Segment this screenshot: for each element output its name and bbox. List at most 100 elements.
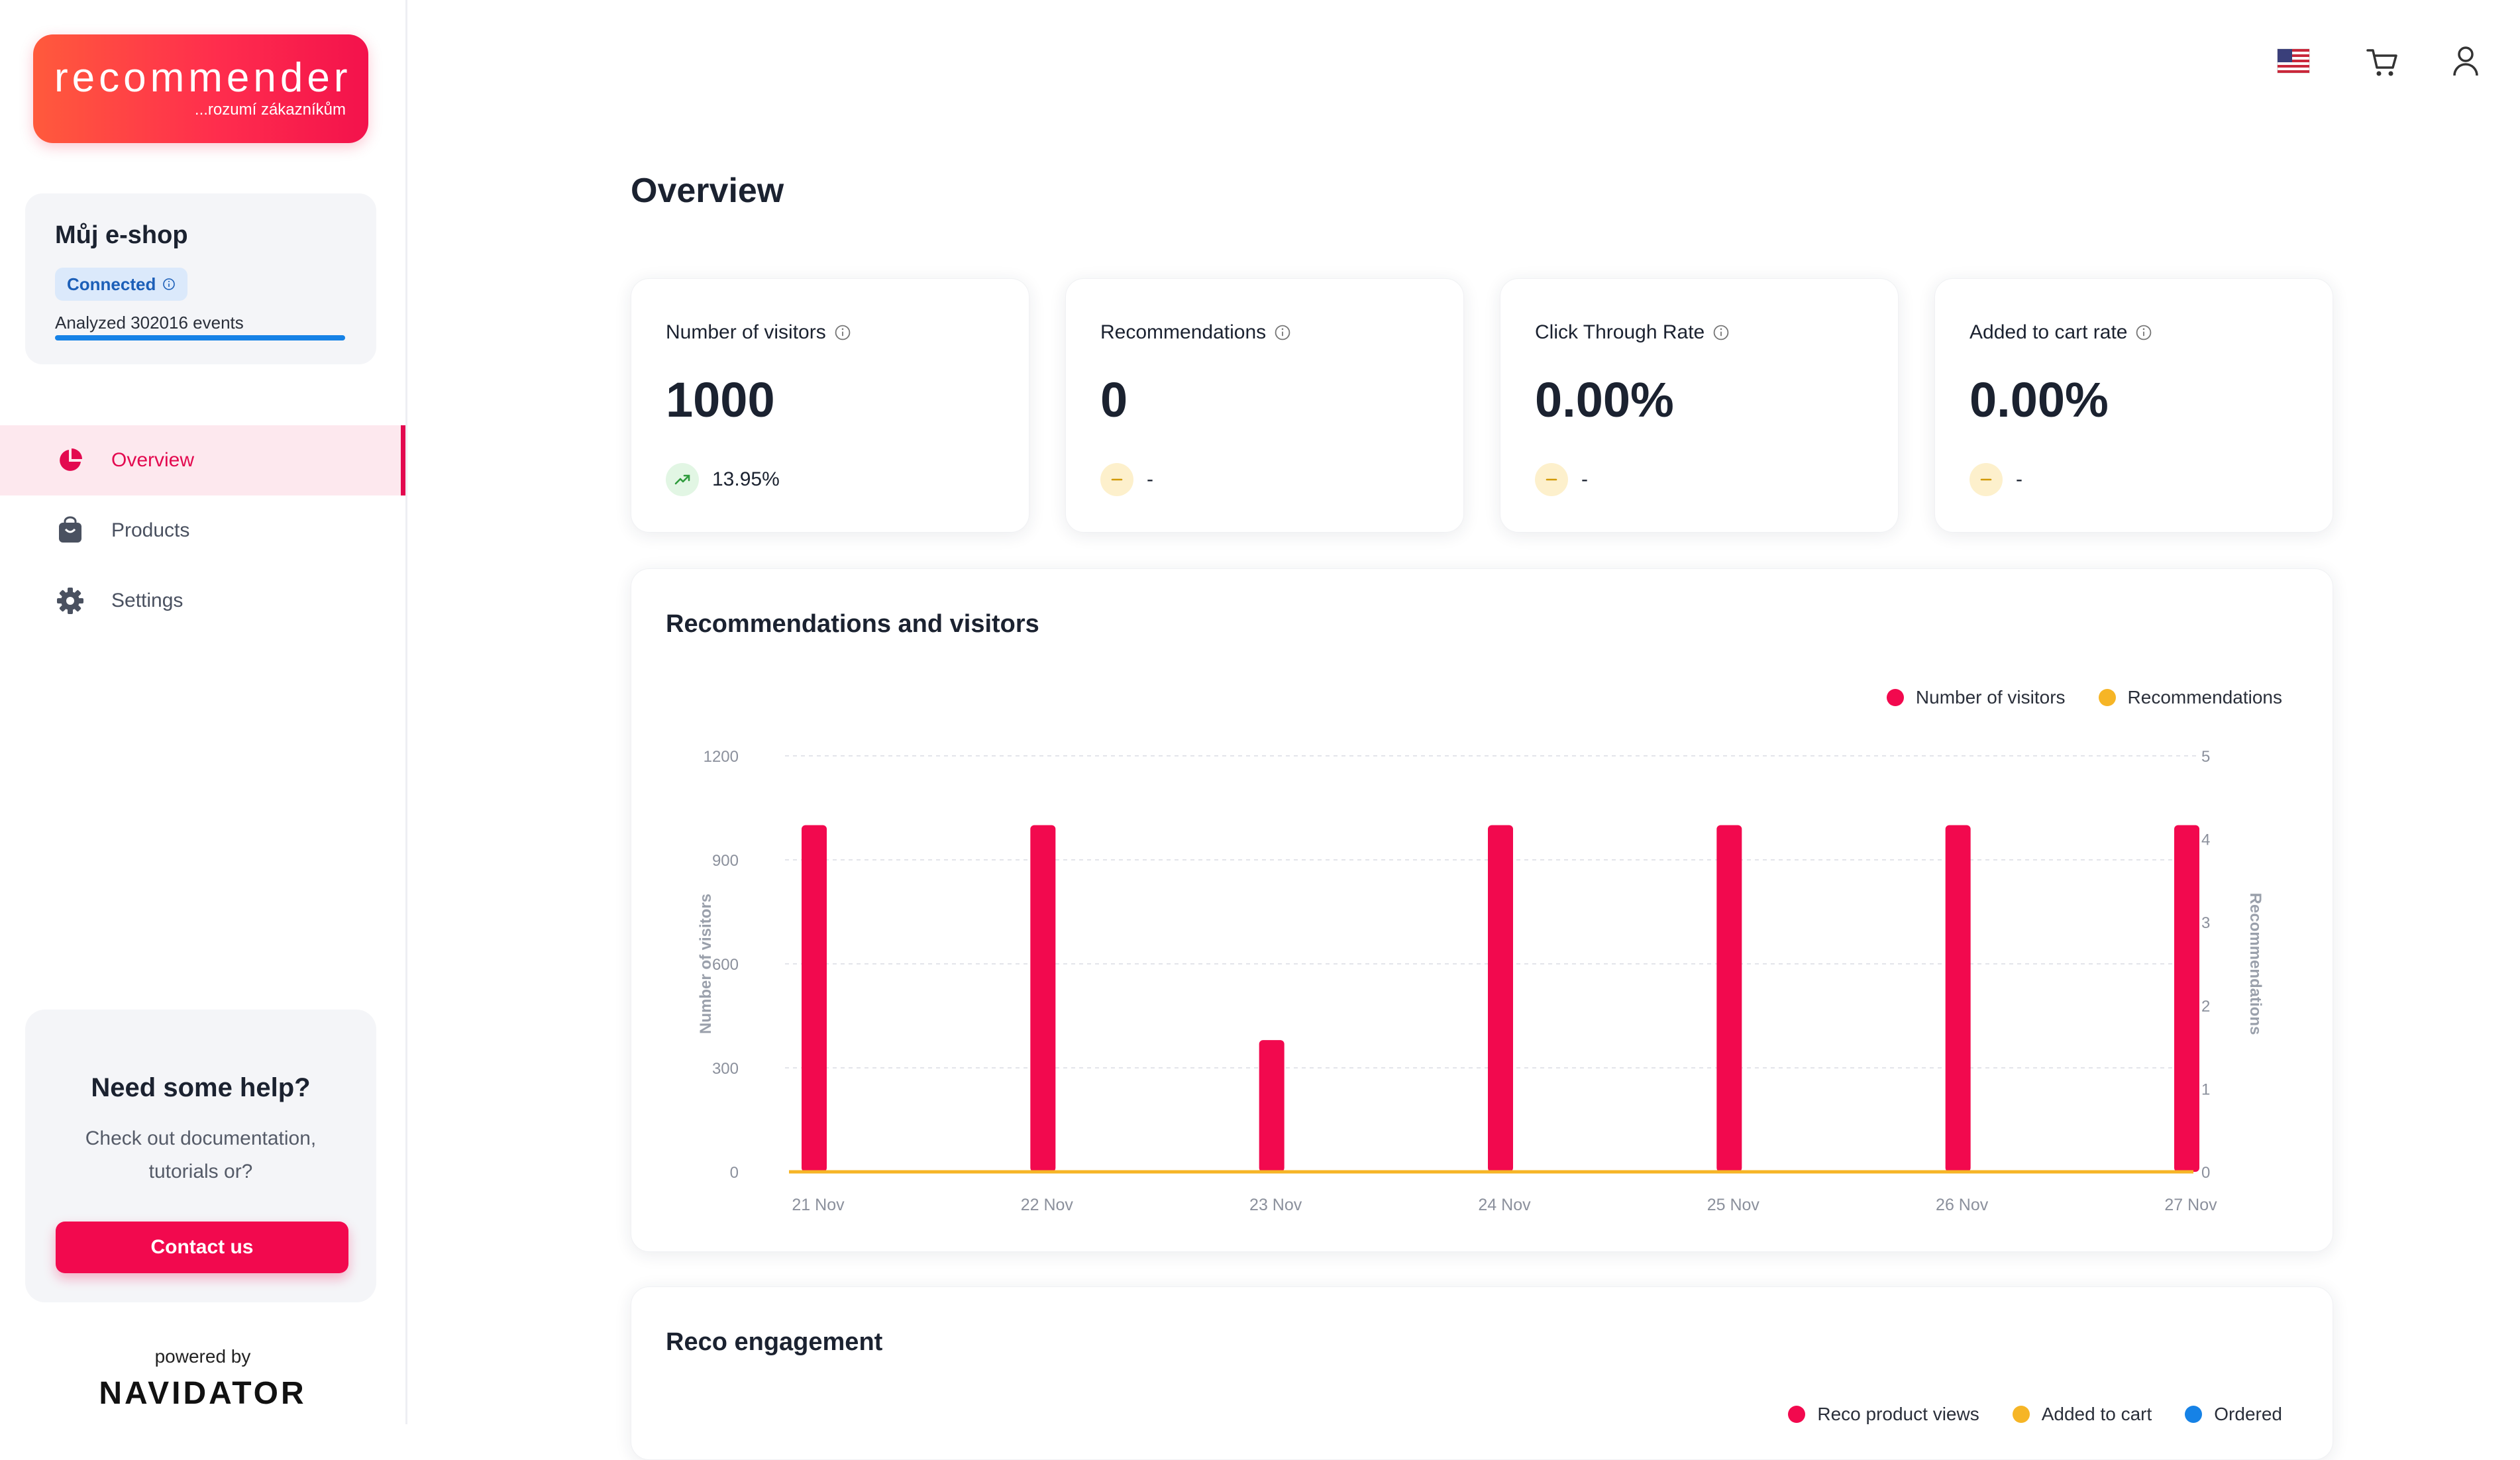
brand-tagline: ...rozumí zákazníkům [194, 101, 346, 119]
trend-neutral-icon [1100, 463, 1133, 496]
chart-plot: 0 300 600 900 1200 0 1 2 3 4 5 Number of visitors Re… [697, 748, 2264, 1214]
x-tick-label: 26 Nov [1936, 1196, 1989, 1214]
sidebar-item-label: Overview [111, 449, 195, 471]
x-tick-label: 21 Nov [792, 1196, 845, 1214]
bar-visitors [1945, 825, 1971, 1172]
pie-chart-icon [60, 448, 82, 471]
user-icon[interactable] [2448, 44, 2483, 78]
y2-tick-label: 3 [2201, 914, 2210, 932]
y-tick-label: 300 [712, 1060, 739, 1078]
legend-item-added-to-cart[interactable]: Added to cart [2012, 1404, 2152, 1425]
legend-item-visitors[interactable]: Number of visitors [1886, 687, 2066, 708]
x-tick-label: 24 Nov [1478, 1196, 1531, 1214]
legend-label: Ordered [2214, 1404, 2282, 1424]
y2-tick-label: 1 [2201, 1080, 2210, 1098]
y-tick-label: 900 [712, 852, 739, 870]
bar-visitors [1716, 825, 1742, 1172]
x-tick-label: 22 Nov [1021, 1196, 1074, 1214]
bar-visitors [2174, 825, 2199, 1172]
y2-axis-label: Recommendations [2246, 893, 2264, 1035]
legend-dot [2098, 689, 2116, 706]
y2-tick-label: 4 [2201, 831, 2210, 849]
legend-label: Number of visitors [1915, 687, 2066, 707]
chart-legend: Reco product views Added to cart Ordered [1788, 1404, 2282, 1425]
sidebar-item-label: Products [111, 519, 190, 541]
kpi-card-visitors: Number of visitors 1000 13.95% [631, 278, 1029, 533]
sidebar-item-label: Settings [111, 590, 184, 611]
legend-dot [1788, 1406, 1806, 1423]
bag-icon [59, 516, 81, 543]
info-icon[interactable] [1274, 324, 1291, 341]
sidebar: recommender ...rozumí zákazníkům Můj e-s… [0, 0, 407, 1424]
kpi-value: 0.00% [1969, 372, 2109, 427]
chart-title: Reco engagement [666, 1328, 883, 1356]
chart-title: Recommendations and visitors [666, 610, 1039, 638]
y2-tick-label: 5 [2201, 748, 2210, 766]
kpi-card-ctr: Click Through Rate 0.00% - [1500, 278, 1899, 533]
contact-us-button[interactable]: Contact us [56, 1222, 348, 1273]
legend-dot [2012, 1406, 2030, 1423]
info-icon[interactable] [2135, 324, 2152, 341]
kpi-delta: - [2016, 468, 2022, 490]
status-badge: Connected [55, 268, 188, 301]
kpi-title: Recommendations [1100, 321, 1267, 343]
trend-neutral-icon [1969, 463, 2003, 496]
kpi-delta: - [1581, 468, 1588, 490]
trend-neutral-icon [1535, 463, 1568, 496]
chart-card-recommendations-visitors: Recommendations and visitors Number of v… [631, 568, 2333, 1252]
info-icon[interactable] [1712, 324, 1730, 341]
bar-visitors [1259, 1040, 1285, 1172]
y-axis-label: Number of visitors [697, 894, 715, 1034]
kpi-card-recommendations: Recommendations 0 - [1065, 278, 1464, 533]
info-icon[interactable] [834, 324, 851, 341]
y-tick-label: 600 [712, 956, 739, 974]
y-tick-label: 1200 [704, 748, 739, 766]
legend-dot [1886, 689, 1904, 706]
legend-label: Reco product views [1817, 1404, 1979, 1424]
legend-item-recommendations[interactable]: Recommendations [2098, 687, 2282, 708]
help-text: Check out documentation, tutorials or? [85, 1127, 317, 1182]
gear-icon [57, 588, 83, 614]
y2-tick-label: 2 [2201, 998, 2210, 1016]
bar-visitors [1488, 825, 1513, 1172]
cart-icon[interactable] [2365, 45, 2399, 79]
kpi-title: Number of visitors [666, 321, 826, 343]
events-count: Analyzed 302016 events [55, 313, 244, 333]
powered-by-label: powered by [154, 1346, 251, 1367]
status-label: Connected [67, 274, 156, 294]
kpi-title: Added to cart rate [1969, 321, 2128, 343]
bar-visitors [802, 825, 827, 1172]
kpi-value: 0.00% [1535, 372, 1674, 427]
legend-label: Added to cart [2041, 1404, 2152, 1424]
us-flag-icon[interactable] [2276, 48, 2311, 74]
kpi-title: Click Through Rate [1535, 321, 1705, 343]
navidator-logo[interactable]: NAVIDATOR [99, 1376, 307, 1411]
trend-up-icon [666, 463, 699, 496]
brand-logo[interactable]: recommender ...rozumí zákazníkům [33, 34, 368, 143]
shop-card: Můj e-shop Connected Analyzed 302016 eve… [25, 193, 376, 364]
events-progress-bar [55, 335, 345, 340]
kpi-delta: - [1147, 468, 1153, 490]
x-tick-label: 23 Nov [1249, 1196, 1302, 1214]
shop-name: Můj e-shop [55, 221, 188, 249]
brand-name: recommender [54, 55, 352, 101]
info-icon[interactable] [162, 278, 176, 291]
x-tick-label: 25 Nov [1707, 1196, 1760, 1214]
sidebar-item-settings[interactable]: Settings [0, 566, 405, 636]
legend-dot [2185, 1406, 2203, 1423]
legend-item-reco-views[interactable]: Reco product views [1788, 1404, 1979, 1425]
help-title: Need some help? [91, 1073, 311, 1102]
kpi-delta: 13.95% [712, 468, 780, 490]
y-tick-label: 0 [730, 1164, 739, 1182]
bar-visitors [1030, 825, 1056, 1172]
sidebar-item-products[interactable]: Products [0, 495, 405, 566]
y2-tick-label: 0 [2201, 1164, 2210, 1182]
legend-item-ordered[interactable]: Ordered [2185, 1404, 2282, 1425]
kpi-value: 0 [1100, 372, 1128, 427]
sidebar-nav: Overview Products Settings [0, 425, 405, 636]
x-tick-label: 27 Nov [2164, 1196, 2217, 1214]
help-card: Need some help? Check out documentation,… [25, 1010, 376, 1302]
chart-card-reco-engagement: Reco engagement Reco product views Added… [631, 1286, 2333, 1460]
legend-label: Recommendations [2127, 687, 2282, 707]
sidebar-item-overview[interactable]: Overview [0, 425, 405, 495]
